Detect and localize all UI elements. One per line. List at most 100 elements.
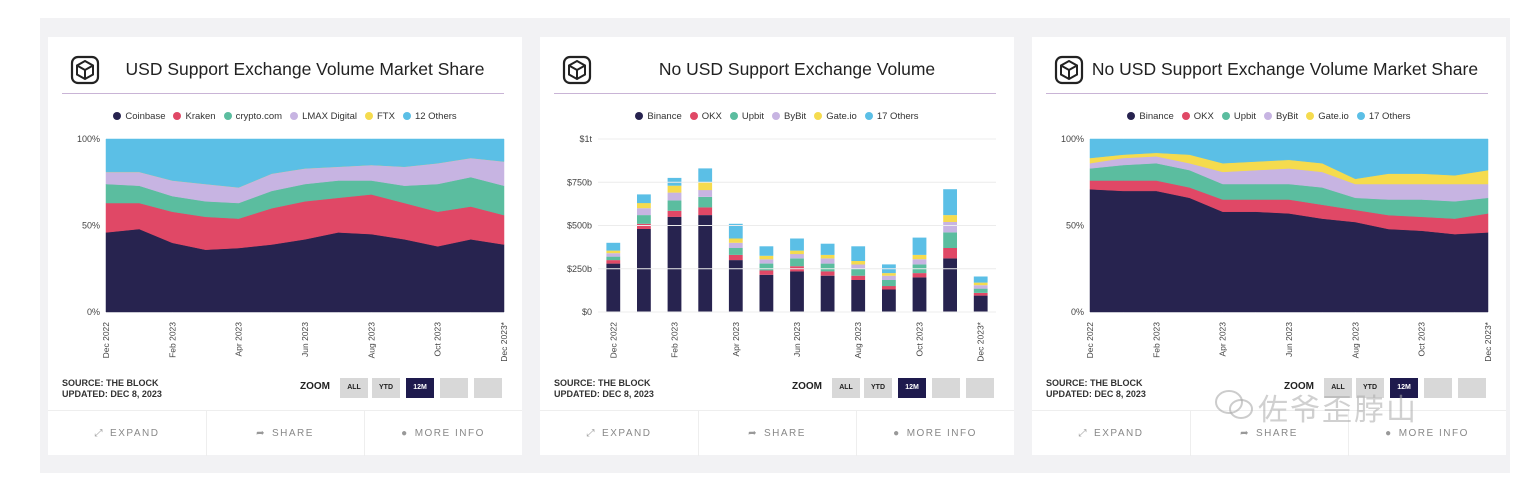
bar-segment-gate-io[interactable] xyxy=(851,261,866,265)
bar-segment-17-others[interactable] xyxy=(820,243,835,255)
legend-item-upbit[interactable]: Upbit xyxy=(729,111,764,122)
bar-segment-bybit[interactable] xyxy=(667,192,682,201)
bar-segment-bybit[interactable] xyxy=(637,208,651,216)
zoom-all-button[interactable]: ALL xyxy=(340,378,368,398)
legend-item-gate-io[interactable]: Gate.io xyxy=(1306,111,1349,122)
zoom-extra-button[interactable] xyxy=(474,378,502,398)
zoom-all-button[interactable]: ALL xyxy=(1324,378,1352,398)
bar-segment-binance[interactable] xyxy=(912,277,927,312)
bar-segment-upbit[interactable] xyxy=(851,268,866,276)
legend-item-kraken[interactable]: Kraken xyxy=(173,111,216,122)
legend-item-coinbase[interactable]: Coinbase xyxy=(113,111,165,122)
legend-item-17-others[interactable]: 17 Others xyxy=(864,111,919,122)
bar-segment-gate-io[interactable] xyxy=(698,182,713,191)
bar-segment-gate-io[interactable] xyxy=(667,185,682,193)
zoom-12m-button[interactable]: 12M xyxy=(898,378,926,398)
zoom-extra-button[interactable] xyxy=(966,378,994,398)
bar-segment-17-others[interactable] xyxy=(698,168,713,183)
bar-segment-okx[interactable] xyxy=(698,207,713,216)
legend-item-okx[interactable]: OKX xyxy=(1181,111,1214,122)
bar-segment-upbit[interactable] xyxy=(759,263,774,271)
bar-segment-bybit[interactable] xyxy=(728,242,743,248)
bar-segment-okx[interactable] xyxy=(667,210,682,217)
bar-segment-bybit[interactable] xyxy=(759,259,774,264)
bar-segment-upbit[interactable] xyxy=(606,256,621,261)
bar-segment-upbit[interactable] xyxy=(882,280,896,287)
area-series-17-others[interactable] xyxy=(1089,138,1489,180)
bar-segment-17-others[interactable] xyxy=(973,276,988,283)
zoom-12m-button[interactable]: 12M xyxy=(1390,378,1418,398)
zoom-ytd-button[interactable]: YTD xyxy=(1356,378,1384,398)
bar-segment-upbit[interactable] xyxy=(790,258,804,267)
bar-segment-okx[interactable] xyxy=(851,275,866,280)
bar-segment-17-others[interactable] xyxy=(851,246,866,261)
zoom-12m-button[interactable]: 12M xyxy=(406,378,434,398)
legend-item-lmax-digital[interactable]: LMAX Digital xyxy=(290,111,357,122)
legend-item-bybit[interactable]: ByBit xyxy=(1264,111,1298,122)
legend-item-binance[interactable]: Binance xyxy=(635,111,682,122)
legend-item-okx[interactable]: OKX xyxy=(689,111,722,122)
bar-segment-17-others[interactable] xyxy=(759,246,774,256)
bar-segment-binance[interactable] xyxy=(667,216,682,312)
bar-segment-okx[interactable] xyxy=(606,260,621,264)
legend-item-binance[interactable]: Binance xyxy=(1127,111,1174,122)
zoom-ytd-button[interactable]: YTD xyxy=(864,378,892,398)
bar-segment-upbit[interactable] xyxy=(820,263,835,272)
bar-segment-okx[interactable] xyxy=(973,293,988,296)
bar-segment-gate-io[interactable] xyxy=(637,203,651,209)
bar-segment-gate-io[interactable] xyxy=(759,255,774,260)
bar-segment-bybit[interactable] xyxy=(943,222,957,233)
bar-segment-binance[interactable] xyxy=(851,280,866,312)
bar-segment-upbit[interactable] xyxy=(728,248,743,255)
bar-segment-gate-io[interactable] xyxy=(790,250,804,255)
bar-segment-bybit[interactable] xyxy=(698,190,713,197)
bar-segment-gate-io[interactable] xyxy=(912,254,927,260)
expand-button[interactable]: ⤢ EXPAND xyxy=(48,411,206,456)
bar-segment-bybit[interactable] xyxy=(973,285,988,289)
bar-segment-bybit[interactable] xyxy=(820,258,835,264)
legend-item-upbit[interactable]: Upbit xyxy=(1221,111,1256,122)
share-button[interactable]: ➦ SHARE xyxy=(698,411,856,456)
bar-segment-binance[interactable] xyxy=(790,271,804,312)
bar-segment-gate-io[interactable] xyxy=(882,273,896,276)
bar-segment-17-others[interactable] xyxy=(728,223,743,239)
bar-segment-gate-io[interactable] xyxy=(973,282,988,286)
bar-segment-binance[interactable] xyxy=(728,260,743,312)
area-series-12-others[interactable] xyxy=(105,138,505,188)
bar-segment-17-others[interactable] xyxy=(943,189,957,216)
bar-segment-binance[interactable] xyxy=(606,263,621,312)
share-button[interactable]: ➦ SHARE xyxy=(1190,411,1348,456)
expand-button[interactable]: ⤢ EXPAND xyxy=(1032,411,1190,456)
bar-segment-okx[interactable] xyxy=(637,223,651,229)
bar-segment-binance[interactable] xyxy=(820,275,835,312)
bar-segment-okx[interactable] xyxy=(759,270,774,275)
bar-segment-17-others[interactable] xyxy=(637,194,651,204)
bar-segment-bybit[interactable] xyxy=(606,253,621,257)
bar-segment-okx[interactable] xyxy=(912,273,927,278)
bar-segment-upbit[interactable] xyxy=(698,197,713,208)
bar-segment-upbit[interactable] xyxy=(667,200,682,211)
bar-segment-upbit[interactable] xyxy=(973,288,988,293)
more-info-button[interactable]: ● MORE INFO xyxy=(1348,411,1506,456)
bar-segment-bybit[interactable] xyxy=(882,275,896,280)
bar-segment-okx[interactable] xyxy=(728,254,743,261)
zoom-extra-button[interactable] xyxy=(1424,378,1452,398)
more-info-button[interactable]: ● MORE INFO xyxy=(364,411,522,456)
bar-segment-binance[interactable] xyxy=(973,295,988,312)
bar-segment-bybit[interactable] xyxy=(790,254,804,259)
share-button[interactable]: ➦ SHARE xyxy=(206,411,364,456)
legend-item-gate-io[interactable]: Gate.io xyxy=(814,111,857,122)
bar-segment-okx[interactable] xyxy=(882,286,896,290)
zoom-extra-button[interactable] xyxy=(1458,378,1486,398)
legend-item-12-others[interactable]: 12 Others xyxy=(402,111,457,122)
bar-segment-gate-io[interactable] xyxy=(943,215,957,222)
bar-segment-bybit[interactable] xyxy=(912,259,927,265)
expand-button[interactable]: ⤢ EXPAND xyxy=(540,411,698,456)
bar-segment-binance[interactable] xyxy=(698,215,713,312)
bar-segment-17-others[interactable] xyxy=(912,237,927,255)
bar-segment-17-others[interactable] xyxy=(606,242,621,251)
bar-segment-gate-io[interactable] xyxy=(728,238,743,243)
more-info-button[interactable]: ● MORE INFO xyxy=(856,411,1014,456)
legend-item-bybit[interactable]: ByBit xyxy=(772,111,806,122)
bar-segment-okx[interactable] xyxy=(943,248,957,259)
